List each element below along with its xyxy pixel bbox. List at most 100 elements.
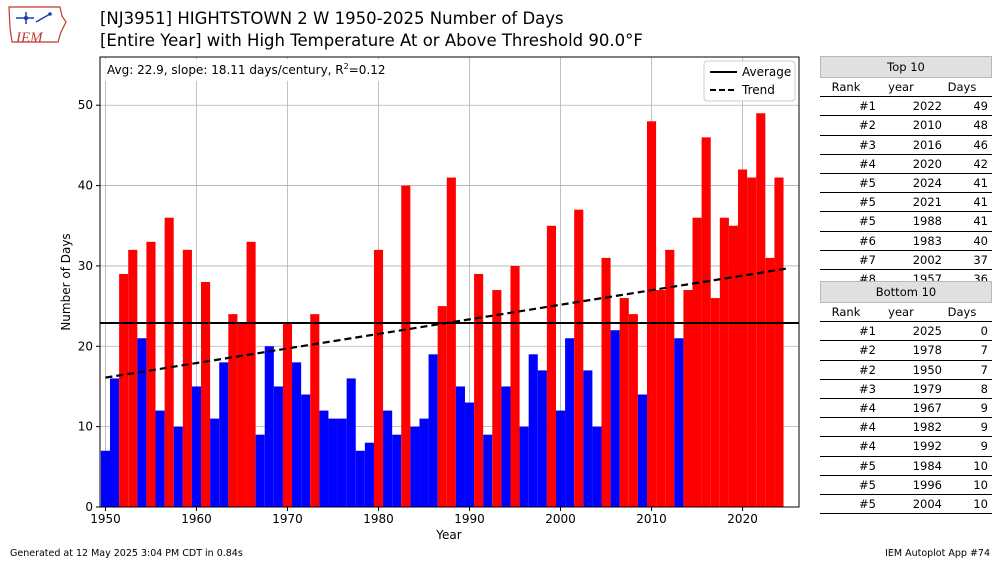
- bar-2020: [738, 169, 748, 507]
- bar-2013: [674, 338, 684, 507]
- bar-2003: [583, 370, 593, 507]
- bar-1981: [383, 410, 393, 507]
- bottom10-cell: 9: [980, 420, 988, 435]
- bar-1976: [337, 418, 347, 507]
- bar-1951: [110, 378, 120, 507]
- top10-header-year: year: [888, 80, 914, 94]
- y-tick-label: 50: [78, 98, 93, 112]
- bottom10-cell: #5: [859, 496, 876, 511]
- bottom10-row: #4 1967 9: [820, 399, 992, 419]
- top10-table: Top 10 Rank year Days #1 2022 49 #2 2010 48 #3…: [820, 56, 992, 290]
- bar-2023: [765, 257, 775, 507]
- x-tick-label: 1990: [454, 512, 485, 526]
- bar-2005: [601, 257, 611, 507]
- bar-2010: [647, 121, 657, 508]
- bar-1999: [546, 225, 556, 507]
- bottom10-cell: #4: [859, 400, 876, 415]
- bar-1974: [319, 410, 329, 507]
- bar-1978: [355, 450, 365, 507]
- top10-cell: 2010: [912, 118, 942, 133]
- stats-superscript: 2: [344, 62, 349, 71]
- svg-text:Avg: 22.9, slope: 18.11 days/c: Avg: 22.9, slope: 18.11 days/century, R2…: [107, 62, 386, 77]
- bottom10-cell: 1992: [912, 439, 942, 454]
- x-tick-label: 1950: [90, 512, 121, 526]
- bar-1996: [519, 426, 529, 507]
- bar-1987: [437, 306, 447, 507]
- bar-1980: [373, 249, 384, 507]
- bar-1955: [146, 241, 156, 508]
- top10-cell: 2016: [912, 137, 942, 152]
- bar-1983: [401, 185, 411, 508]
- bottom10-cell: 2025: [912, 324, 942, 339]
- top10-cell: 37: [973, 252, 988, 267]
- bar-1968: [264, 346, 274, 507]
- bottom10-row: #5 2004 10: [820, 495, 992, 515]
- bottom10-cell: 1978: [912, 343, 942, 358]
- top10-cell: 2020: [912, 156, 942, 171]
- bar-1964: [228, 314, 238, 507]
- plot-frame: [99, 56, 800, 508]
- top10-cell: 48: [973, 118, 988, 133]
- y-tick-label: 20: [78, 339, 93, 353]
- bottom10-row: #4 1982 9: [820, 418, 992, 438]
- bar-2024: [774, 177, 784, 508]
- y-tick-label: 40: [78, 179, 93, 193]
- bottom10-row: #1 2025 0: [820, 322, 992, 342]
- top10-cell: #4: [859, 156, 876, 171]
- bottom10-cell: 9: [980, 439, 988, 454]
- bar-2002: [574, 209, 584, 507]
- bar-1967: [255, 434, 265, 507]
- bottom10-header-row: Rank year Days: [820, 303, 992, 323]
- bar-1986: [428, 354, 438, 507]
- top10-cell: 1988: [912, 214, 942, 229]
- bar-1971: [292, 362, 302, 507]
- bar-2007: [619, 298, 629, 507]
- bar-1953: [128, 249, 138, 507]
- top10-cell: #7: [859, 252, 876, 267]
- top10-cell: #1: [859, 99, 876, 114]
- bottom10-cell: #2: [859, 343, 876, 358]
- bottom10-cell: 1984: [912, 458, 942, 473]
- y-axis-label: Number of Days: [59, 233, 73, 330]
- bar-2006: [610, 330, 620, 507]
- bar-2001: [565, 338, 575, 507]
- bar-1973: [310, 314, 320, 507]
- top10-cell: 49: [973, 99, 988, 114]
- x-tick-label: 2000: [545, 512, 576, 526]
- bar-1982: [392, 434, 402, 507]
- y-tick-label: 10: [78, 420, 93, 434]
- bar-1956: [155, 410, 165, 507]
- bar-1959: [182, 249, 192, 507]
- bottom10-cell: 7: [980, 362, 988, 377]
- bar-1963: [219, 362, 229, 507]
- bar-1990: [464, 402, 475, 507]
- bar-1988: [446, 177, 456, 508]
- bottom10-row: #2 1950 7: [820, 361, 992, 380]
- top10-row: #7 2002 37: [820, 251, 992, 270]
- y-tick-label: 30: [78, 259, 93, 273]
- bottom10-cell: #5: [859, 477, 876, 492]
- x-tick-label: 2010: [636, 512, 667, 526]
- top10-cell: #2: [859, 118, 876, 133]
- top10-title: Top 10: [820, 56, 992, 78]
- top10-row: #5 1988 41: [820, 212, 992, 232]
- bottom10-cell: 1979: [912, 381, 942, 396]
- bar-1958: [173, 426, 183, 507]
- top10-header-days: Days: [947, 80, 977, 94]
- bottom10-cell: #2: [859, 362, 876, 377]
- bottom10-cell: 1996: [912, 477, 942, 492]
- bar-1972: [301, 394, 311, 507]
- bar-1991: [474, 273, 484, 507]
- bottom10-cell: 7: [980, 343, 988, 358]
- bar-1994: [501, 386, 511, 507]
- bottom10-title: Bottom 10: [820, 281, 992, 303]
- bottom10-cell: 1967: [912, 400, 942, 415]
- chart-title-line2: [Entire Year] with High Temperature At o…: [100, 31, 643, 50]
- bottom10-table: Bottom 10 Rank year Days #1 2025 0 #2 1978 7 #…: [820, 281, 992, 515]
- bottom10-cell: #4: [859, 439, 876, 454]
- top10-cell: #6: [859, 233, 876, 248]
- bottom10-cell: 9: [980, 400, 988, 415]
- stats-box: Avg: 22.9, slope: 18.11 days/century, R2…: [102, 59, 386, 81]
- bottom10-cell: 10: [973, 496, 988, 511]
